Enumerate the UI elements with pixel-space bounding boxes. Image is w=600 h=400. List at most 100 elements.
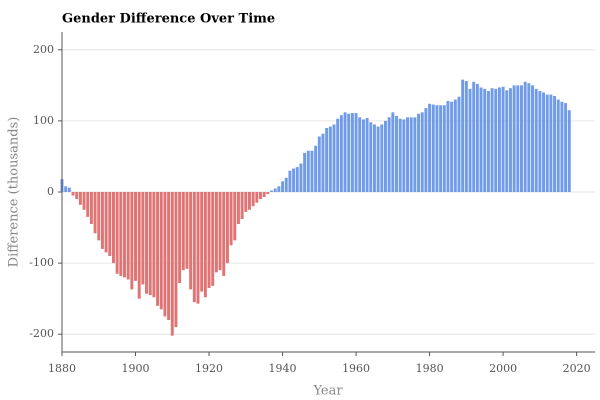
bar (497, 87, 501, 192)
bar (384, 120, 387, 192)
bar (115, 192, 119, 274)
bar (549, 94, 553, 192)
bar (75, 192, 79, 200)
bar (339, 115, 343, 192)
bar (148, 192, 152, 296)
bar (288, 170, 292, 192)
bar (100, 192, 104, 249)
bar (174, 192, 178, 328)
bar (387, 117, 391, 192)
bar (244, 192, 248, 212)
bar (483, 88, 487, 192)
x-tick-label: 1920 (195, 362, 223, 375)
bar (262, 192, 266, 197)
bar (159, 192, 163, 310)
bar (420, 112, 424, 192)
bar (534, 88, 538, 192)
bar (347, 113, 351, 192)
bar (295, 167, 299, 192)
bar (520, 85, 523, 192)
bar (156, 192, 160, 306)
bar (229, 192, 233, 246)
bar (354, 113, 358, 192)
bar (259, 192, 262, 200)
y-axis-label: Difference (thousands) (7, 117, 22, 268)
bar (428, 103, 432, 192)
bar (321, 133, 325, 192)
bar (86, 192, 90, 217)
bar (273, 188, 277, 192)
y-tick-label: 100 (33, 114, 54, 127)
bar (314, 145, 318, 192)
bar (111, 192, 115, 264)
bar (152, 192, 156, 298)
bar (317, 136, 321, 192)
bar (553, 96, 557, 192)
bar (450, 101, 454, 192)
bar (93, 192, 97, 234)
bar (409, 117, 413, 192)
bar (490, 88, 494, 192)
bar (196, 192, 200, 304)
bar (200, 192, 204, 292)
bar (170, 192, 174, 336)
bar (417, 113, 421, 192)
y-tick-label: -100 (29, 256, 54, 269)
y-tick-label: 200 (33, 43, 54, 56)
bar (431, 104, 435, 192)
bar (538, 91, 542, 192)
bar (424, 108, 428, 192)
bar (104, 192, 108, 253)
bar (325, 128, 329, 192)
bar (446, 100, 450, 192)
bar (398, 118, 402, 192)
bar (218, 192, 222, 271)
x-tick-label: 2000 (489, 362, 517, 375)
bar (527, 83, 531, 192)
bar (332, 124, 336, 192)
bar (225, 192, 229, 264)
bar (435, 105, 439, 192)
bar (406, 117, 410, 192)
bar (233, 192, 237, 241)
bar (214, 192, 218, 273)
bar (365, 118, 369, 192)
bar (358, 117, 362, 192)
x-tick-label: 1960 (342, 362, 370, 375)
bar (343, 112, 347, 192)
bar (479, 87, 483, 192)
bar (64, 186, 68, 192)
bar (380, 124, 384, 192)
bar (178, 192, 182, 284)
x-tick-label: 1940 (269, 362, 297, 375)
bar (516, 85, 520, 192)
bar (486, 91, 490, 192)
bar (567, 110, 571, 192)
bar (564, 103, 568, 192)
bar (97, 192, 101, 241)
bar (303, 152, 307, 192)
bar (306, 150, 310, 192)
bar (130, 192, 134, 290)
bar (292, 168, 296, 192)
bar (185, 192, 189, 269)
bar (203, 192, 207, 298)
bar (270, 190, 273, 192)
bar (281, 181, 285, 192)
bar (251, 192, 255, 207)
bar (391, 112, 395, 192)
bar (475, 83, 479, 192)
bar (457, 96, 461, 192)
bar (369, 122, 373, 192)
bar (508, 88, 512, 192)
bar (108, 192, 112, 256)
bar (137, 192, 141, 299)
bar (299, 163, 303, 192)
bar (284, 177, 288, 192)
bar (494, 88, 498, 192)
x-tick-label: 1980 (416, 362, 444, 375)
bar (240, 192, 244, 220)
bar (167, 192, 171, 320)
bar (222, 192, 226, 276)
